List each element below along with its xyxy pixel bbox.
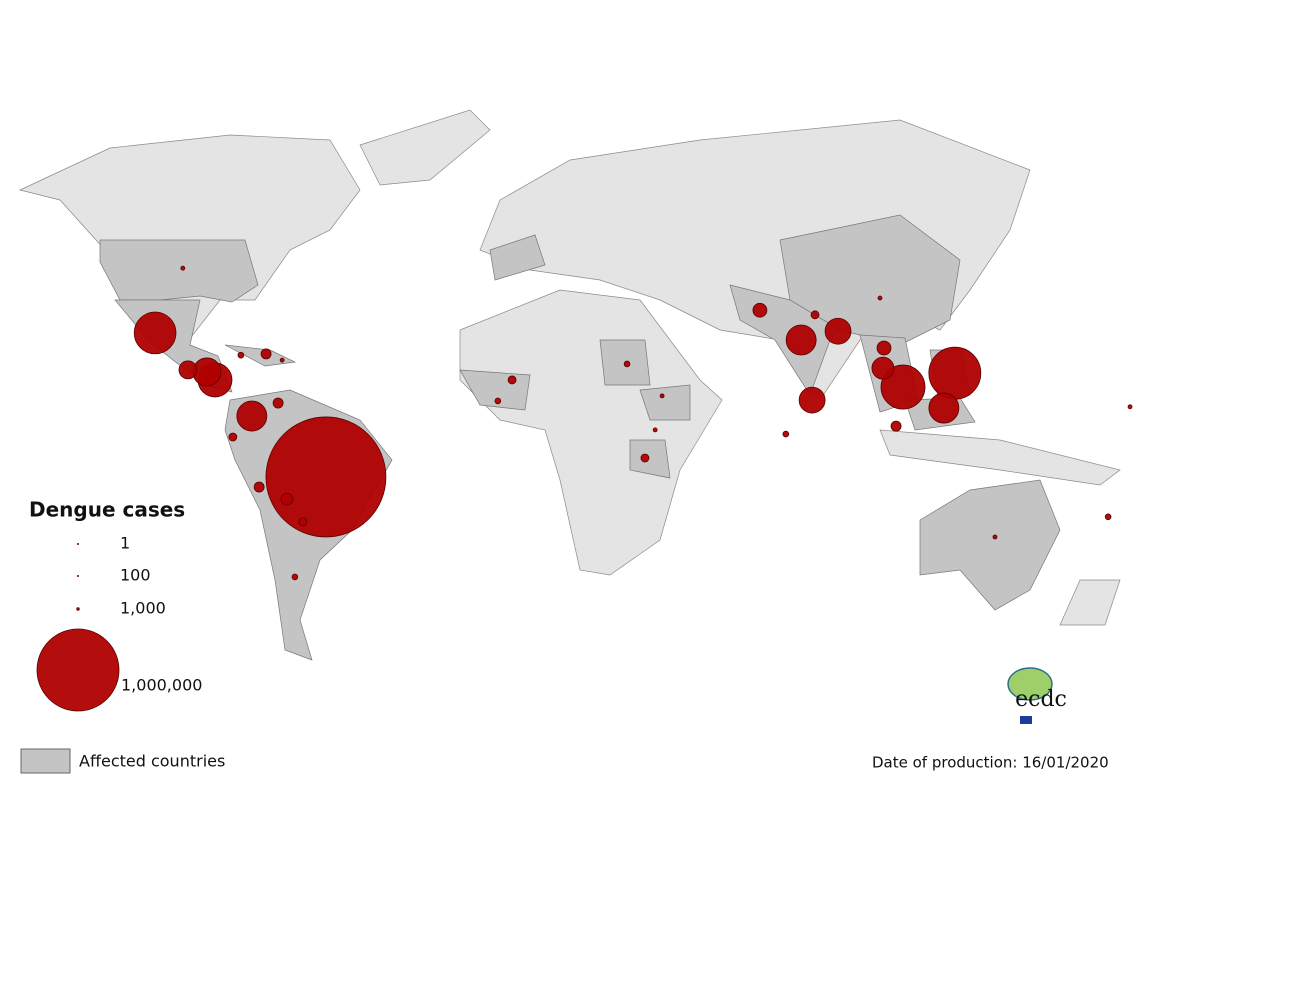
legend-size-label: 1,000	[120, 599, 166, 618]
legend-size-label: 1	[120, 534, 130, 553]
case-bubble	[279, 357, 285, 363]
case-bubble	[992, 534, 998, 540]
case-bubble	[890, 420, 902, 432]
legend-swatch	[20, 748, 71, 774]
case-bubble	[192, 357, 222, 387]
case-bubble	[928, 346, 982, 400]
legend-size	[36, 628, 120, 712]
case-bubble	[291, 573, 299, 581]
case-bubble	[824, 317, 852, 345]
legend-size-label: 100	[120, 566, 151, 585]
legend-affected: Affected countries	[79, 752, 225, 771]
case-bubble	[810, 310, 820, 320]
case-bubble	[228, 432, 238, 442]
case-bubble	[280, 492, 294, 506]
legend-size	[77, 575, 80, 578]
case-bubble	[877, 295, 883, 301]
legend-size	[77, 543, 80, 546]
case-bubble	[260, 348, 272, 360]
logo: ecdc	[1007, 667, 1067, 724]
case-bubble	[494, 397, 502, 405]
case-bubble	[298, 517, 308, 527]
legend-title: Dengue cases	[29, 498, 185, 522]
legend-size	[76, 607, 80, 611]
case-bubble	[752, 302, 768, 318]
case-bubble	[640, 453, 650, 463]
case-bubble	[928, 392, 960, 424]
case-bubble	[880, 364, 926, 410]
case-bubble	[652, 427, 658, 433]
case-bubble	[236, 400, 268, 432]
case-bubble	[798, 386, 826, 414]
case-bubble	[265, 416, 387, 538]
case-bubble	[659, 393, 665, 399]
case-bubble	[871, 356, 895, 380]
case-bubble	[785, 324, 817, 356]
case-bubble	[237, 351, 245, 359]
case-bubble	[272, 397, 284, 409]
case-bubble	[178, 360, 198, 380]
case-bubble	[782, 430, 790, 438]
date-text: Date of production: 16/01/2020	[872, 754, 1109, 772]
basemap	[18, 109, 1121, 661]
case-bubble	[876, 340, 892, 356]
case-bubble	[253, 481, 265, 493]
case-bubble	[507, 375, 517, 385]
logo-text: ecdc	[1015, 687, 1067, 712]
case-bubble	[623, 360, 631, 368]
case-bubble	[1104, 513, 1112, 521]
case-bubble	[180, 265, 186, 271]
case-bubble	[133, 311, 177, 355]
case-bubble	[1127, 404, 1133, 410]
legend-size-label: 1,000,000	[121, 676, 202, 695]
